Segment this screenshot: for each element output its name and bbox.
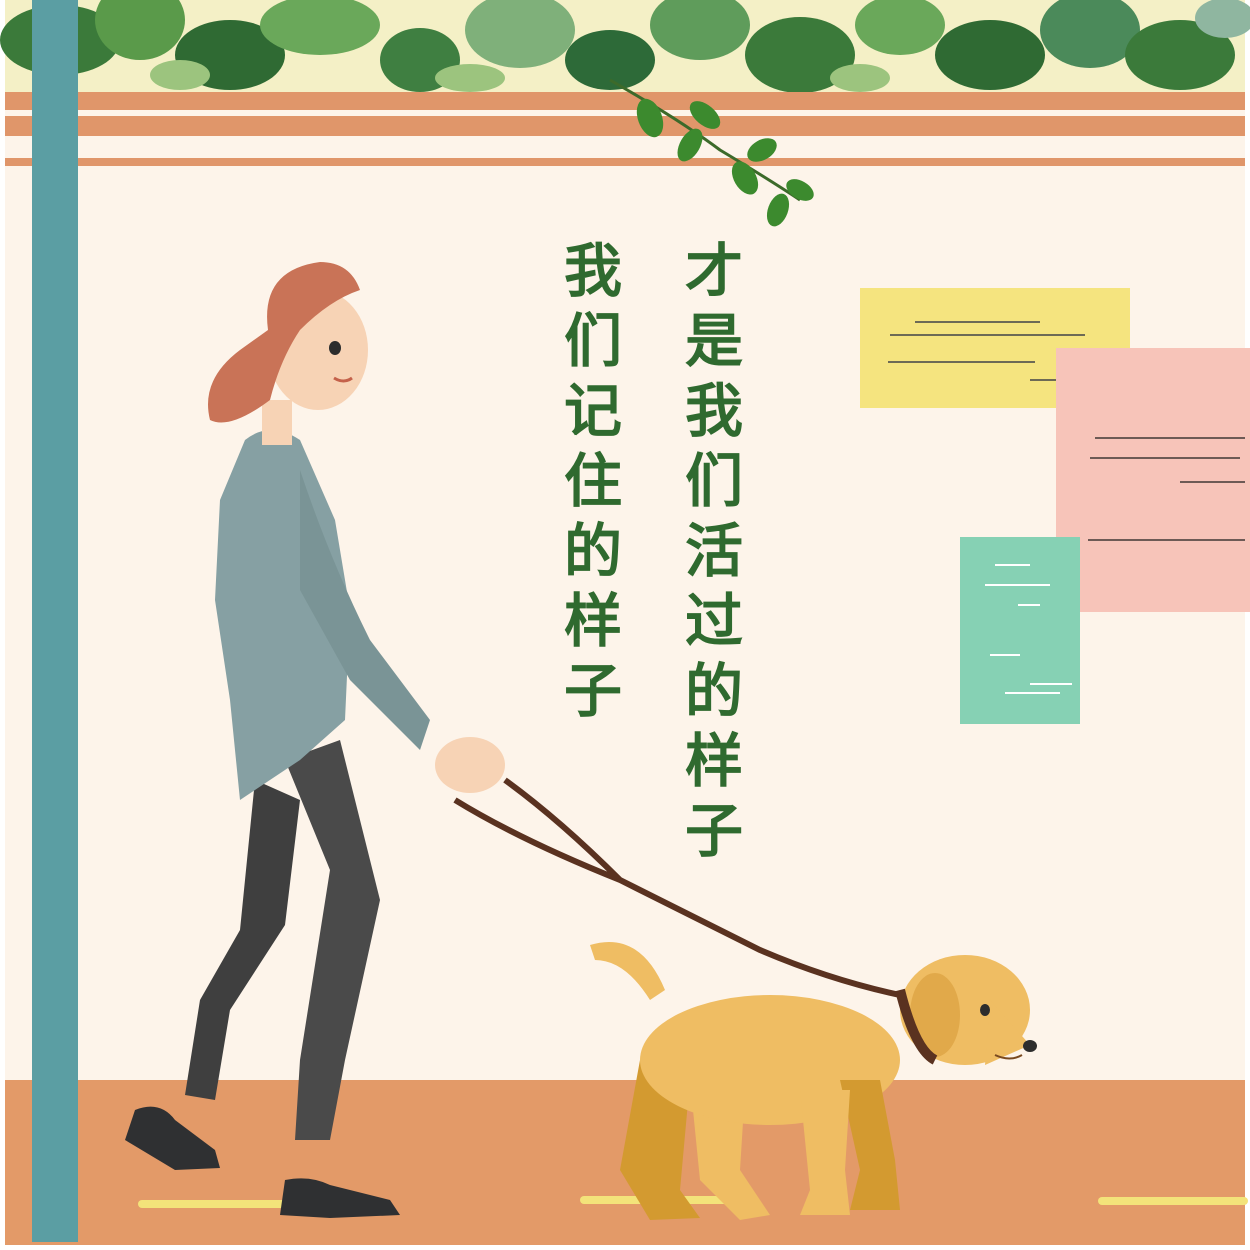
poem-character: 样 xyxy=(684,727,743,795)
poem-character: 才 xyxy=(684,237,743,305)
poem-character: 过 xyxy=(684,587,743,655)
poem-character: 我 xyxy=(684,377,743,445)
sticky-note-pink xyxy=(1056,348,1250,612)
poem-character: 记 xyxy=(563,377,622,445)
poem-character: 的 xyxy=(563,517,622,585)
poem-character: 样 xyxy=(563,587,622,655)
poem-character: 活 xyxy=(684,517,743,585)
poem-character: 子 xyxy=(684,797,743,865)
woman-figure xyxy=(125,262,505,1218)
poem-character: 我 xyxy=(563,237,622,305)
plant-foliage xyxy=(0,0,1250,93)
pillar xyxy=(32,0,78,1242)
leash xyxy=(453,777,901,998)
hanging-vine xyxy=(609,78,814,227)
poem-line-right: 才是我们活过的样子 xyxy=(682,236,746,866)
poem-character: 们 xyxy=(563,307,622,375)
dog-figure xyxy=(590,942,1037,1220)
poem-character: 住 xyxy=(563,447,622,515)
sticky-note-green xyxy=(960,537,1080,724)
floor-stripes xyxy=(138,1196,1248,1208)
poem-character: 们 xyxy=(684,447,743,515)
poem-line-left: 我们记住的样子 xyxy=(561,236,625,726)
poem-character: 子 xyxy=(563,657,622,725)
poem-character: 的 xyxy=(684,657,743,725)
shelf xyxy=(5,92,1245,166)
poem-character: 是 xyxy=(684,307,743,375)
